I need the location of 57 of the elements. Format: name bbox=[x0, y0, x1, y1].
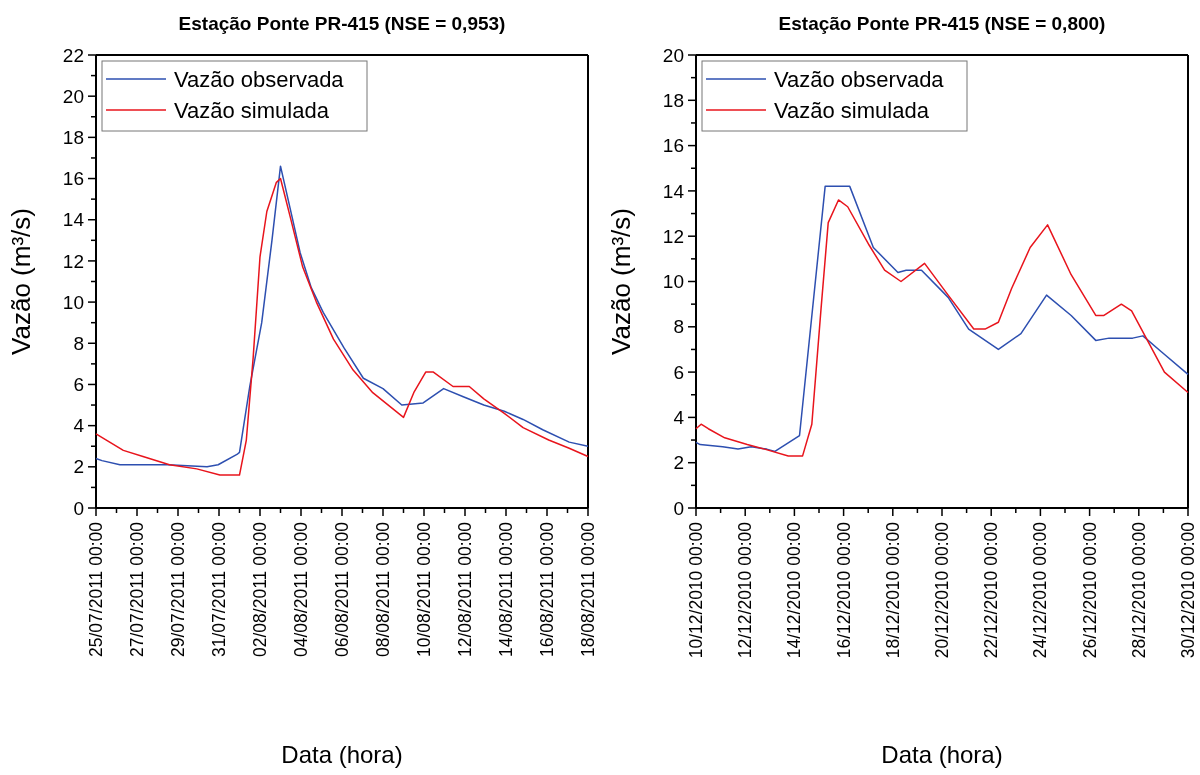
x-tick-label: 16/12/2010 00:00 bbox=[833, 521, 854, 659]
y-axis-title: Vazão (m³/s) bbox=[606, 208, 636, 355]
x-tick-label: 28/12/2010 00:00 bbox=[1128, 521, 1149, 659]
y-tick-label: 16 bbox=[662, 135, 684, 157]
y-tick-label: 2 bbox=[73, 456, 84, 478]
x-tick-label: 20/12/2010 00:00 bbox=[932, 521, 952, 659]
x-tick-label: 18/12/2010 00:00 bbox=[882, 521, 903, 659]
y-tick-label: 14 bbox=[662, 180, 685, 202]
x-tick-label: 18/08/2011 00:00 bbox=[578, 521, 598, 657]
y-tick-label: 4 bbox=[673, 407, 685, 429]
legend-label: Vazão observada bbox=[174, 66, 345, 92]
x-tick-label: 02/08/2011 00:00 bbox=[250, 521, 270, 657]
x-axis-title: Data (hora) bbox=[881, 741, 1003, 768]
x-tick-label: 10/12/2010 00:00 bbox=[686, 521, 706, 659]
x-tick-label: 27/07/2011 00:00 bbox=[127, 521, 147, 657]
y-tick-label: 20 bbox=[62, 85, 84, 107]
y-tick-label: 2 bbox=[673, 452, 684, 474]
x-tick-label: 06/08/2011 00:00 bbox=[332, 521, 352, 657]
y-tick-label: 10 bbox=[662, 271, 684, 293]
x-tick-label: 30/12/2010 00:00 bbox=[1178, 521, 1198, 659]
x-tick-label: 16/08/2011 00:00 bbox=[537, 521, 557, 657]
y-tick-label: 6 bbox=[673, 361, 684, 383]
y-tick-label: 18 bbox=[662, 89, 684, 111]
y-tick-label: 20 bbox=[662, 44, 684, 66]
x-tick-label: 24/12/2010 00:00 bbox=[1030, 521, 1051, 659]
y-tick-label: 16 bbox=[62, 168, 84, 190]
y-tick-label: 22 bbox=[62, 44, 84, 66]
x-tick-label: 14/08/2011 00:00 bbox=[496, 521, 516, 657]
x-axis-title: Data (hora) bbox=[281, 741, 403, 768]
chart-title: Estação Ponte PR-415 (NSE = 0,953) bbox=[178, 13, 506, 34]
legend-label: Vazão simulada bbox=[774, 97, 930, 123]
x-tick-label: 12/08/2011 00:00 bbox=[455, 521, 475, 657]
x-tick-label: 22/12/2010 00:00 bbox=[981, 521, 1002, 659]
x-tick-label: 26/12/2010 00:00 bbox=[1079, 521, 1100, 659]
y-tick-label: 10 bbox=[62, 291, 84, 313]
y-axis-title: Vazão (m³/s) bbox=[6, 208, 36, 355]
x-tick-label: 29/07/2011 00:00 bbox=[168, 521, 188, 657]
y-tick-label: 0 bbox=[673, 497, 684, 519]
chart-title: Estação Ponte PR-415 (NSE = 0,800) bbox=[778, 13, 1106, 34]
y-tick-label: 0 bbox=[73, 497, 84, 519]
y-tick-label: 12 bbox=[662, 225, 684, 247]
y-tick-label: 4 bbox=[73, 415, 85, 437]
y-tick-label: 12 bbox=[62, 250, 84, 272]
x-tick-label: 10/08/2011 00:00 bbox=[414, 521, 434, 657]
y-tick-label: 6 bbox=[73, 374, 84, 396]
x-tick-label: 14/12/2010 00:00 bbox=[784, 521, 805, 659]
y-tick-label: 8 bbox=[673, 316, 684, 338]
legend-label: Vazão simulada bbox=[174, 97, 330, 123]
y-tick-label: 14 bbox=[62, 209, 85, 231]
y-tick-label: 8 bbox=[73, 332, 84, 354]
x-tick-label: 04/08/2011 00:00 bbox=[291, 521, 311, 657]
x-tick-label: 25/07/2011 00:00 bbox=[86, 521, 106, 657]
x-tick-label: 12/12/2010 00:00 bbox=[735, 521, 756, 659]
y-tick-label: 18 bbox=[62, 127, 84, 149]
x-tick-label: 08/08/2011 00:00 bbox=[373, 521, 393, 657]
x-tick-label: 31/07/2011 00:00 bbox=[209, 521, 229, 657]
legend-label: Vazão observada bbox=[774, 66, 945, 92]
